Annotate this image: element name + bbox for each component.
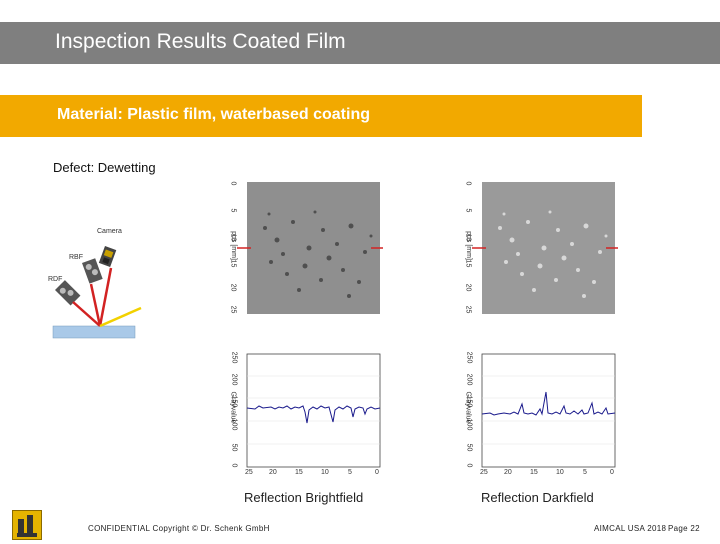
darkfield-profile-x-tick: 25 — [480, 469, 488, 476]
brightfield-profile-y-tick: 50 — [230, 443, 238, 452]
brightfield-profile-x-tick: 25 — [245, 469, 253, 476]
brightfield-profile-y-label: Grayvalue — [229, 391, 237, 424]
darkfield-profile-y-tick: 250 — [465, 351, 473, 364]
brightfield-caption: Reflection Brightfield — [244, 490, 364, 505]
rbf-label: RBF — [69, 254, 83, 261]
brightfield-profile-x-tick: 15 — [295, 469, 303, 476]
slide-title: Inspection Results Coated Film — [55, 30, 346, 53]
page-number: Page 22 — [668, 524, 700, 533]
brightfield-profile-x-tick: 0 — [375, 469, 379, 476]
brightfield-y-label: pos [mm] — [229, 231, 237, 260]
darkfield-y-tick: 25 — [464, 305, 472, 314]
brightfield-profile-y-tick: 200 — [230, 373, 238, 386]
brightfield-y-tick: 20 — [229, 283, 237, 292]
darkfield-profile-x-tick: 10 — [556, 469, 564, 476]
diagram-graphic — [52, 246, 142, 339]
confidential-notice: CONFIDENTIAL Copyright © Dr. Schenk GmbH — [88, 524, 270, 533]
darkfield-profile-y-tick: 50 — [465, 443, 473, 452]
darkfield-profile-y-tick: 0 — [465, 463, 473, 468]
brightfield-profile-y-tick: 250 — [230, 351, 238, 364]
darkfield-profile-x-tick: 15 — [530, 469, 538, 476]
darkfield-profile-y-tick: 200 — [465, 373, 473, 386]
darkfield-y-tick: 5 — [464, 208, 472, 213]
brightfield-y-tick: 0 — [229, 181, 237, 186]
darkfield-profile-y-label: Grayvalue — [464, 391, 472, 424]
rdf-label: RDF — [48, 276, 63, 283]
brightfield-profile-x-tick: 20 — [269, 469, 277, 476]
brightfield-y-tick: 5 — [229, 208, 237, 213]
darkfield-profile-x-tick: 0 — [610, 469, 614, 476]
darkfield-y-tick: 0 — [464, 181, 472, 186]
brightfield-image — [247, 182, 380, 314]
brightfield-profile-y-tick: 0 — [230, 463, 238, 468]
brightfield-y-tick: 15 — [229, 259, 237, 268]
darkfield-y-tick: 20 — [464, 283, 472, 292]
darkfield-image-panel: 0 5 10 15 20 25 pos [mm] — [460, 178, 620, 318]
darkfield-profile-x-tick: 20 — [504, 469, 512, 476]
event-label: AIMCAL USA 2018 — [594, 524, 667, 533]
brightfield-image-overlay — [237, 210, 383, 298]
brightfield-profile-plot: 250 200 150 100 50 0 25 20 15 10 5 0 Gra… — [225, 352, 385, 480]
darkfield-y-tick: 15 — [464, 259, 472, 268]
material-label: Material: Plastic film, waterbased coati… — [57, 106, 370, 123]
camera-label: Camera — [97, 228, 122, 235]
illumination-diagram: Camera RBF RDF — [45, 220, 175, 345]
darkfield-image — [482, 182, 615, 314]
brightfield-profile-graphic — [246, 353, 381, 468]
darkfield-y-label: pos [mm] — [464, 231, 472, 260]
darkfield-profile-x-tick: 5 — [583, 469, 587, 476]
darkfield-profile-plot: 250 200 150 100 50 0 25 20 15 10 5 0 Gra… — [460, 352, 620, 480]
brightfield-profile-x-tick: 5 — [348, 469, 352, 476]
material-bar — [0, 95, 642, 137]
darkfield-image-overlay — [472, 210, 618, 298]
logo-graphic — [17, 515, 37, 537]
brightfield-y-tick: 25 — [229, 305, 237, 314]
darkfield-caption: Reflection Darkfield — [481, 490, 594, 505]
title-bar — [0, 22, 720, 64]
company-logo — [12, 510, 42, 540]
defect-label: Defect: Dewetting — [53, 160, 156, 175]
brightfield-profile-x-tick: 10 — [321, 469, 329, 476]
brightfield-image-panel: 0 5 10 15 20 25 pos [mm] — [225, 178, 385, 318]
darkfield-profile-graphic — [481, 353, 616, 468]
